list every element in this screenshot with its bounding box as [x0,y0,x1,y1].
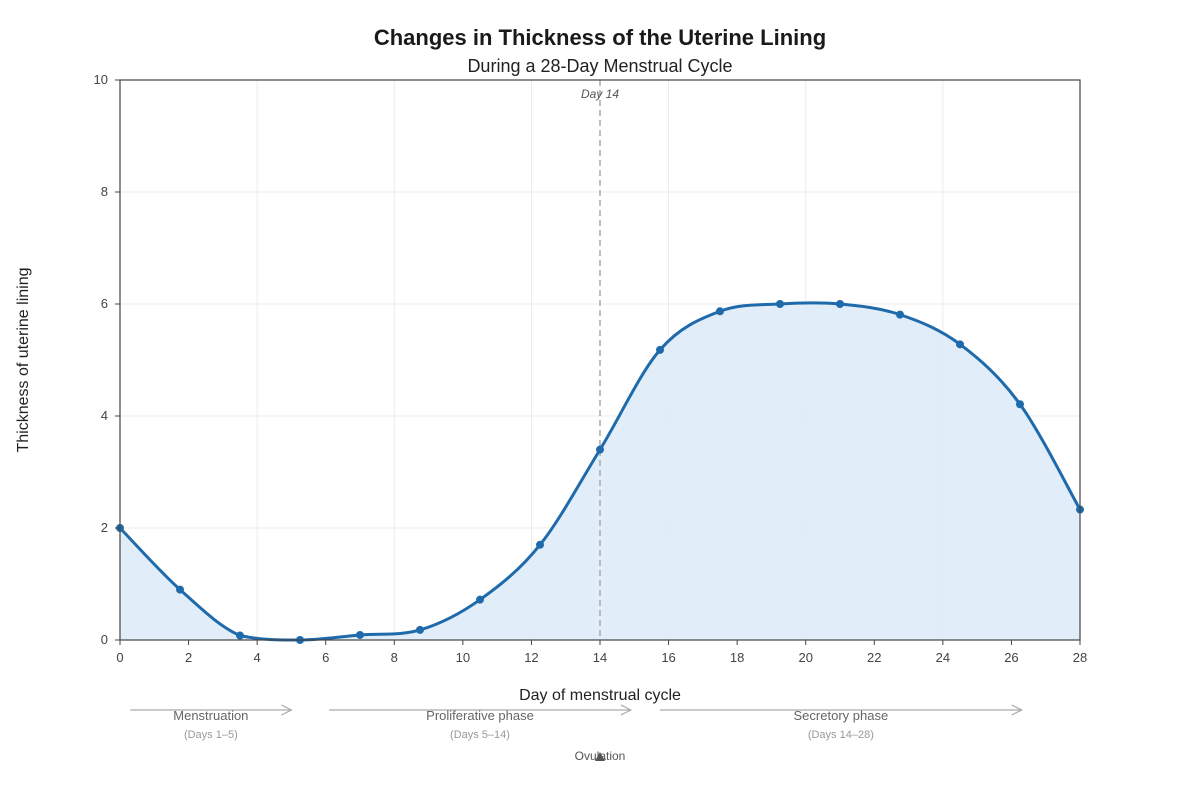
phase-days: (Days 14–28) [808,729,874,741]
data-point [956,340,964,349]
x-tick-label: 24 [936,650,950,665]
data-point [176,585,184,594]
data-point [1016,400,1024,409]
ovulation-marker [595,752,605,761]
phase-arrow-head [281,704,293,716]
x-tick-label: 0 [116,650,123,665]
data-point [536,540,544,549]
y-tick-label: 8 [101,184,108,199]
y-tick-label: 6 [101,296,108,311]
x-tick-label: 20 [798,650,812,665]
ovulation-label: Ovulation [575,749,626,763]
phase-days: (Days 5–14) [450,729,510,741]
y-tick-label: 10 [94,72,108,87]
phase-annotations: Menstruation (Days 1–5) Proliferative phas… [130,704,1024,763]
chart-subtitle: During a 28-Day Menstrual Cycle [467,56,732,76]
phase-name: Secretory phase [794,708,889,723]
data-point [896,310,904,319]
data-point [476,595,484,604]
x-tick-label: 28 [1073,650,1087,665]
x-tick-label: 22 [867,650,881,665]
x-tick-label: 4 [254,650,261,665]
y-axis-label: Thickness of uterine lining [15,268,32,453]
data-point [716,307,724,316]
data-point [236,631,244,640]
phase-arrow-head [620,704,633,716]
x-tick-label: 12 [524,650,538,665]
x-tick-label: 14 [593,650,607,665]
y-tick-label: 0 [101,632,108,647]
x-tick-label: 18 [730,650,744,665]
data-point [416,625,424,634]
phase-name: Proliferative phase [426,708,534,723]
x-tick-label: 2 [185,650,192,665]
data-point [656,345,664,354]
phase-name: Menstruation [173,708,248,723]
day-marker-label: Day 14 [581,87,619,101]
phase-days: (Days 1–5) [184,729,238,741]
data-point [596,445,604,454]
x-tick-label: 6 [322,650,329,665]
y-tick-label: 4 [101,408,108,423]
data-point [836,300,844,308]
x-tick-label: 10 [456,650,470,665]
x-tick-label: 16 [661,650,675,665]
x-tick-label: 26 [1004,650,1018,665]
data-point [776,300,784,308]
chart-title: Changes in Thickness of the Uterine Lini… [374,25,826,50]
y-tick-label: 2 [101,520,108,535]
day-marker-layer: Day 14 [581,80,619,640]
x-axis-label: Day of menstrual cycle [519,687,681,704]
phase-arrow-head [1011,704,1024,716]
x-tick-label: 8 [391,650,398,665]
data-point [356,630,364,639]
